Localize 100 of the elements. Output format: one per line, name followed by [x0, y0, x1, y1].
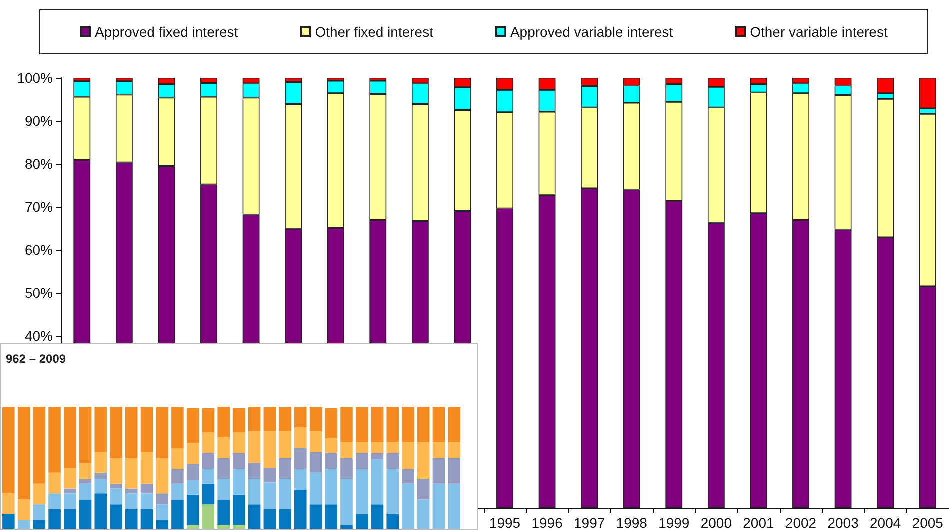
bar: [402, 442, 414, 470]
bar: [448, 442, 460, 458]
bar: [294, 428, 307, 448]
bar: [94, 407, 108, 452]
bar: [156, 520, 168, 529]
bar: [2, 514, 15, 529]
legend-label: Other fixed interest: [315, 24, 434, 40]
bar: [356, 407, 368, 442]
bar: [402, 469, 414, 484]
bar: [172, 500, 184, 529]
bar: [202, 408, 215, 433]
x-tick-label: 2005: [912, 515, 944, 530]
legend-label: Approved variable interest: [510, 24, 674, 40]
bar: [202, 469, 215, 484]
y-tick-label: 60%: [24, 242, 53, 258]
bar: [186, 494, 200, 526]
bar: [110, 458, 122, 484]
bar: [202, 453, 215, 470]
bar: [110, 504, 122, 529]
bar: [94, 472, 108, 479]
bar: [279, 509, 292, 529]
bar: [64, 488, 76, 494]
bar: [432, 442, 446, 458]
bar: [279, 478, 292, 510]
bar: [125, 509, 138, 529]
x-tick-label: 1997: [574, 515, 606, 530]
bar: [325, 453, 338, 470]
bar: [279, 458, 292, 479]
bar: [202, 504, 215, 529]
bar: [186, 525, 200, 529]
bar: [218, 525, 230, 529]
bar: [340, 478, 353, 526]
bar: [140, 494, 154, 510]
bar: [218, 438, 230, 458]
bar: [264, 431, 276, 468]
bar: [294, 490, 307, 529]
bar: [79, 407, 92, 464]
bar: [325, 504, 338, 529]
bar: [18, 500, 30, 520]
bar: [386, 469, 399, 514]
bar: [125, 488, 138, 494]
bar: [48, 472, 61, 494]
bar: [140, 407, 154, 452]
bar: [310, 407, 322, 432]
bar: [356, 514, 368, 529]
bar: [294, 469, 307, 490]
bar: [33, 520, 46, 529]
bar: [33, 484, 46, 505]
bar: [310, 504, 322, 529]
y-tick-label: 70%: [24, 199, 53, 215]
bar: [386, 514, 399, 529]
bar: [64, 509, 76, 529]
bar: [125, 407, 138, 458]
bar: [233, 453, 246, 470]
bar: [432, 484, 446, 529]
chart-title: 962 – 2009: [6, 352, 66, 366]
bar: [417, 407, 430, 442]
bar: [325, 469, 338, 505]
y-tick-label: 80%: [24, 156, 53, 172]
bar: [18, 407, 30, 500]
bar: [125, 494, 138, 510]
bar: [202, 484, 215, 505]
bar: [371, 453, 384, 460]
bar: [110, 407, 122, 458]
x-tick-label: 2003: [828, 515, 860, 530]
bar: [48, 494, 61, 510]
bar: [448, 407, 460, 442]
y-tick-label: 50%: [24, 285, 53, 301]
bar: [94, 494, 108, 529]
bar: [248, 407, 261, 432]
bar: [48, 407, 61, 473]
x-tick-label: 1996: [532, 515, 564, 530]
bar: [94, 478, 108, 494]
bar: [233, 408, 246, 433]
bar: [156, 407, 168, 458]
bar: [340, 407, 353, 442]
bar: [110, 484, 122, 489]
x-tick-label: 2002: [785, 515, 817, 530]
bar: [218, 407, 230, 438]
bar: [294, 407, 307, 428]
y-tick-label: 40%: [24, 328, 53, 344]
bar: [248, 463, 261, 479]
bar: [172, 448, 184, 470]
bar: [448, 458, 460, 484]
x-tick-label: 1998: [616, 515, 648, 530]
bar: [248, 478, 261, 505]
bar: [248, 431, 261, 464]
bar: [140, 509, 154, 529]
x-tick-label: 2000: [700, 515, 732, 530]
bar: [79, 484, 92, 500]
bar: [340, 442, 353, 458]
bar: [432, 458, 446, 484]
bar: [386, 453, 399, 470]
bar: [402, 484, 414, 529]
bar: [172, 407, 184, 448]
bar: [264, 468, 276, 483]
bar: [125, 458, 138, 489]
bar: [18, 520, 30, 529]
bar: [64, 407, 76, 468]
bar: [79, 463, 92, 479]
